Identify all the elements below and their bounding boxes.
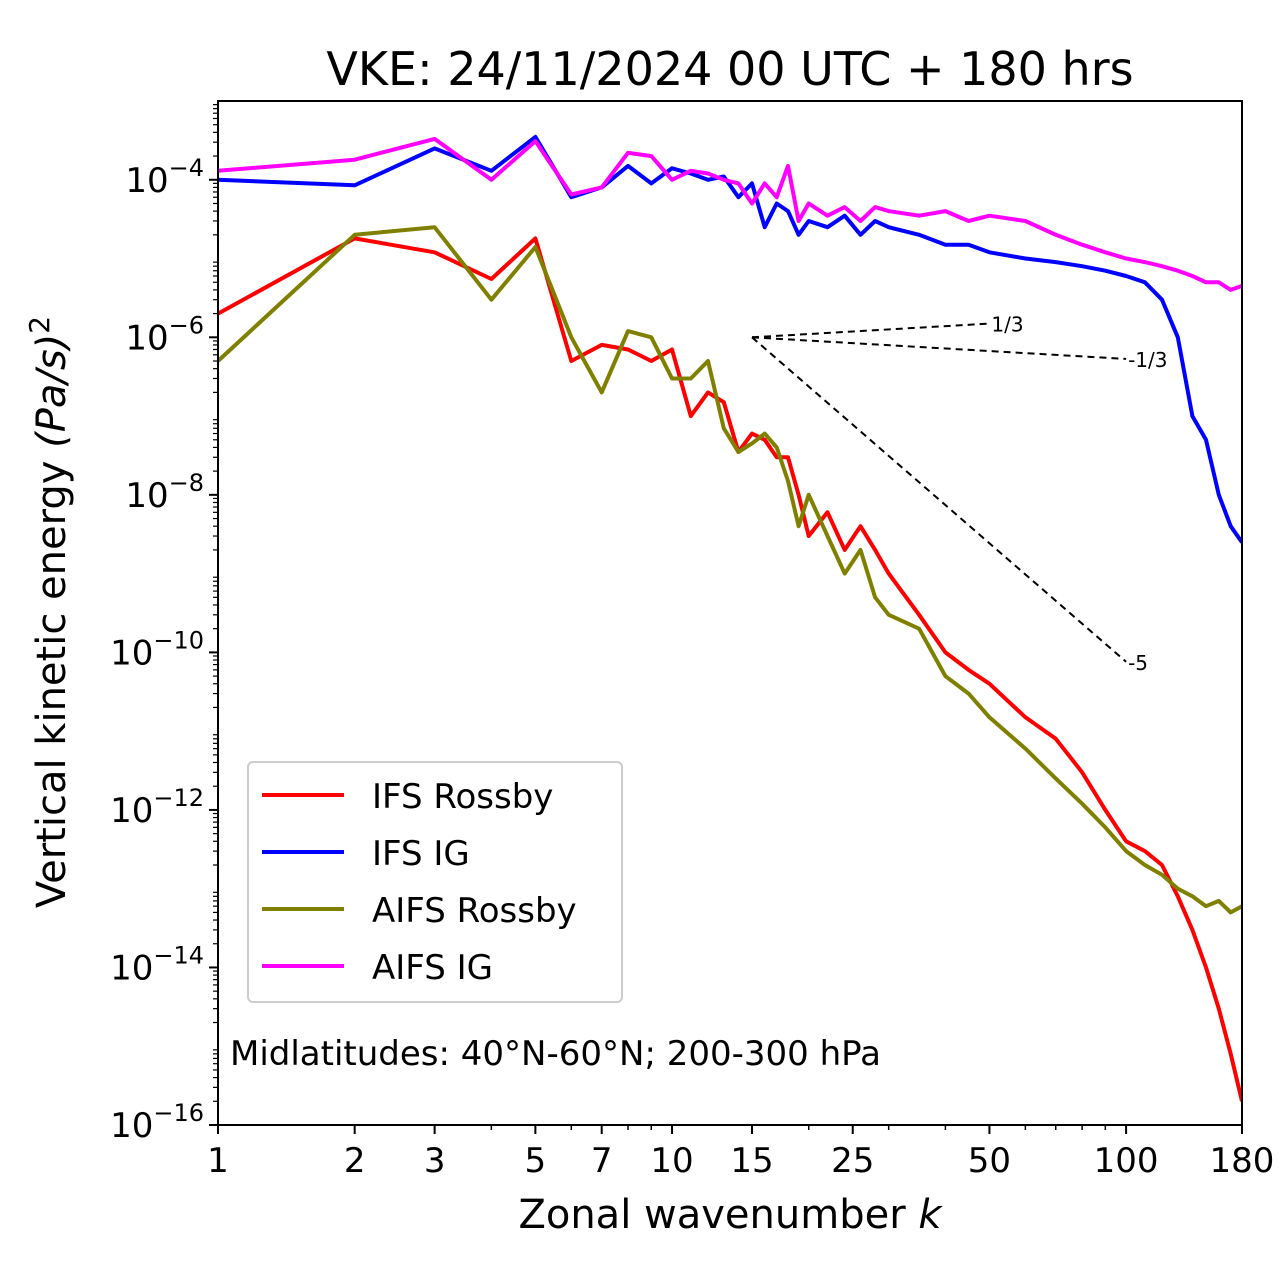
axes: 1 2 3 5 7 10 15 25 50 100 180 10−16 10−14 10−12 10−10 1… — [110, 100, 1275, 1181]
x-tick-label: 2 — [344, 1141, 366, 1181]
series-line-ifs-ig — [218, 134, 1242, 544]
reference-line-label-1: 1/3 — [991, 313, 1023, 337]
y-tick-label: 10−14 — [110, 941, 204, 988]
legend-label: IFS Rossby — [372, 777, 553, 817]
annotation-text: Midlatitudes: 40°N-60°N; 200-300 hPa — [230, 1034, 881, 1074]
legend-label: AIFS Rossby — [372, 891, 577, 931]
reference-line-label-2: -1/3 — [1128, 348, 1167, 372]
series-line-ifs-rossby — [218, 236, 1242, 1102]
x-tick-label: 180 — [1210, 1141, 1275, 1181]
reference-line-slope-1 — [751, 322, 990, 339]
reference-line-slope-2 — [751, 336, 1127, 360]
reference-line-label-3: -5 — [1128, 651, 1148, 675]
x-tick-label: 25 — [831, 1141, 874, 1181]
x-tick-label: 10 — [650, 1141, 693, 1181]
legend-label: AIFS IG — [372, 948, 493, 988]
y-tick-label: 10−16 — [110, 1099, 204, 1146]
y-tick-label: 10−10 — [110, 626, 204, 673]
x-tick-label: 15 — [730, 1141, 773, 1181]
y-axis-label: Vertical kinetic energy (Pa/s)2 — [23, 316, 75, 908]
y-tick-label: 10−4 — [125, 154, 204, 201]
reference-line-slope-3 — [751, 336, 1127, 663]
x-tick-label: 1 — [207, 1141, 229, 1181]
chart-title: VKE: 24/11/2024 00 UTC + 180 hrs — [326, 42, 1133, 96]
legend-label: IFS IG — [372, 834, 470, 874]
series-line-aifs-rossby — [218, 225, 1242, 915]
plot-area: 1/3 -1/3 -5 — [218, 134, 1242, 1102]
legend: IFS Rossby IFS IG AIFS Rossby AIFS IG — [247, 761, 623, 1003]
x-axis-label: Zonal wavenumber k — [518, 1192, 943, 1238]
x-tick-label: 100 — [1094, 1141, 1159, 1181]
legend-box — [247, 761, 623, 1003]
y-tick-label: 10−8 — [125, 469, 204, 516]
x-tick-label: 5 — [525, 1141, 547, 1181]
series-line-aifs-ig — [218, 136, 1242, 292]
x-tick-label: 50 — [968, 1141, 1011, 1181]
y-tick-label: 10−6 — [125, 311, 204, 358]
x-tick-label: 7 — [591, 1141, 613, 1181]
x-tick-label: 3 — [424, 1141, 446, 1181]
y-tick-label: 10−12 — [110, 784, 204, 831]
plot-frame — [217, 100, 1243, 1126]
